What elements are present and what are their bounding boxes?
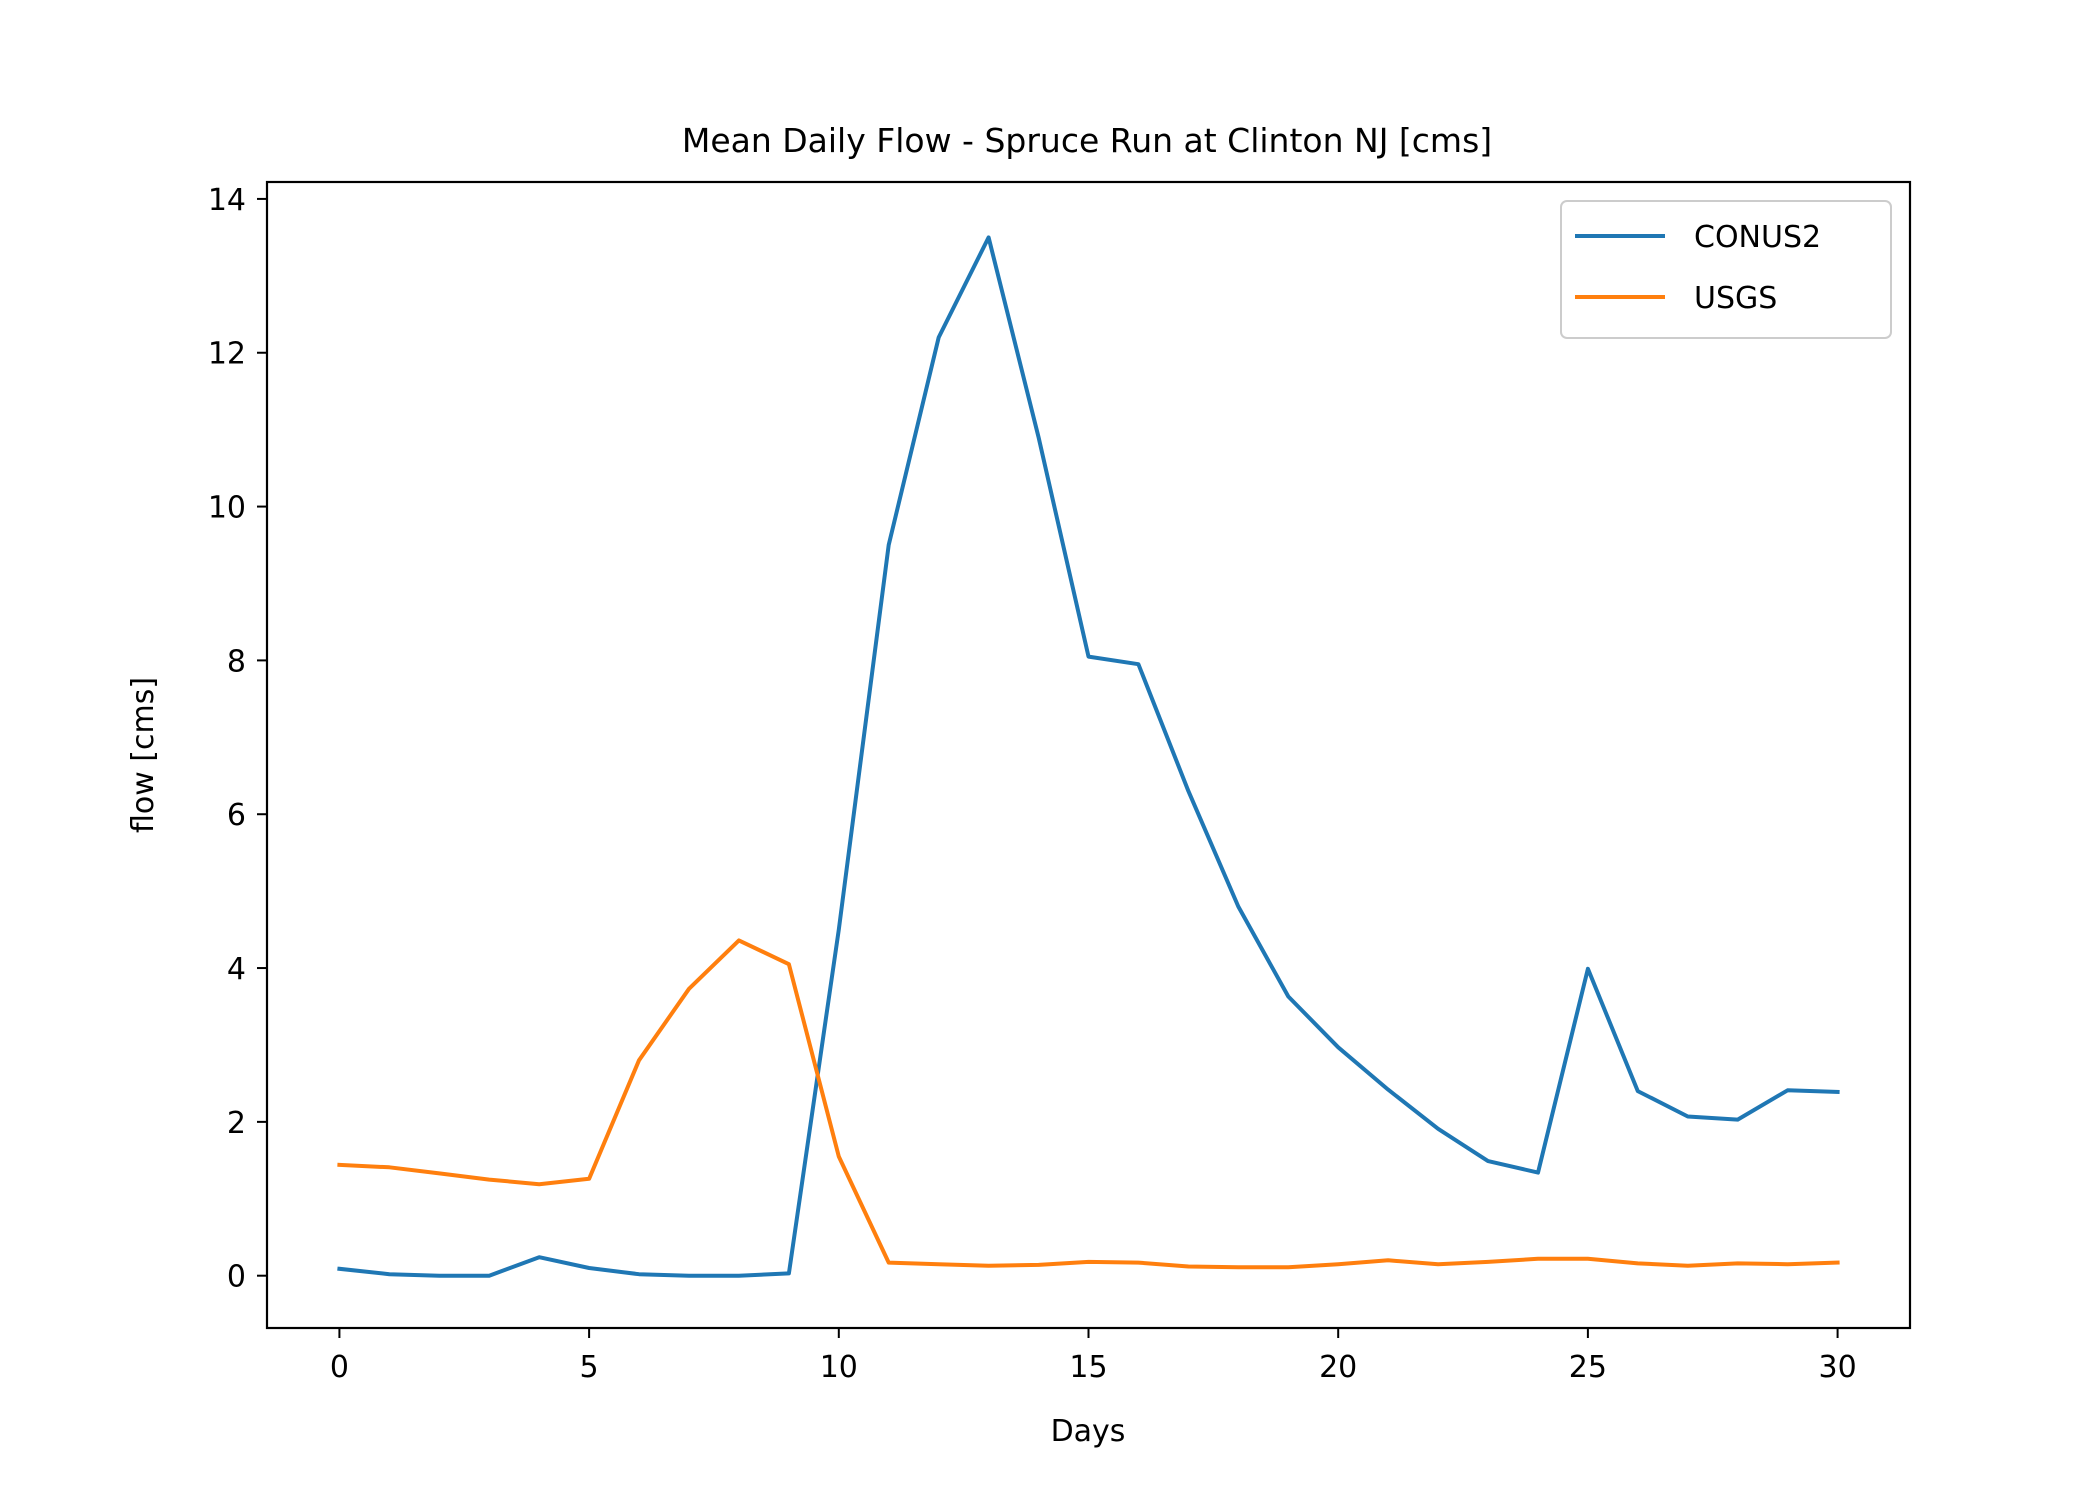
x-tick-label: 0 [330, 1350, 349, 1385]
legend: CONUS2 USGS [1560, 200, 1892, 339]
y-tick-label: 0 [227, 1260, 246, 1295]
y-tick-label: 8 [227, 644, 246, 679]
y-tick-label: 6 [227, 798, 246, 833]
y-tick-label: 4 [227, 952, 246, 987]
x-tick-label: 5 [580, 1350, 599, 1385]
plot-area [265, 180, 1912, 1330]
x-tick-label: 15 [1069, 1350, 1107, 1385]
chart-title: Mean Daily Flow - Spruce Run at Clinton … [682, 121, 1492, 160]
y-axis-label: flow [cms] [126, 677, 161, 833]
x-tick-label: 20 [1319, 1350, 1357, 1385]
series-lines [337, 235, 1840, 1278]
legend-label-usgs: USGS [1694, 281, 1777, 316]
y-tick-label: 10 [208, 491, 246, 526]
x-tick-label: 30 [1818, 1350, 1856, 1385]
x-axis-label: Days [1051, 1414, 1126, 1449]
legend-label-conus2: CONUS2 [1694, 220, 1821, 255]
plot-frame [265, 180, 1912, 1330]
x-axis: 0 5 10 15 20 25 30 [330, 1328, 1857, 1385]
y-tick-label: 2 [227, 1106, 246, 1141]
y-tick-label: 14 [208, 183, 246, 218]
y-axis: 0 2 4 6 8 10 12 14 [208, 183, 267, 1295]
series-line-usgs [337, 938, 1840, 1270]
series-line-conus2 [337, 235, 1840, 1278]
y-tick-label: 12 [208, 337, 246, 372]
x-tick-label: 25 [1569, 1350, 1607, 1385]
x-tick-label: 10 [820, 1350, 858, 1385]
